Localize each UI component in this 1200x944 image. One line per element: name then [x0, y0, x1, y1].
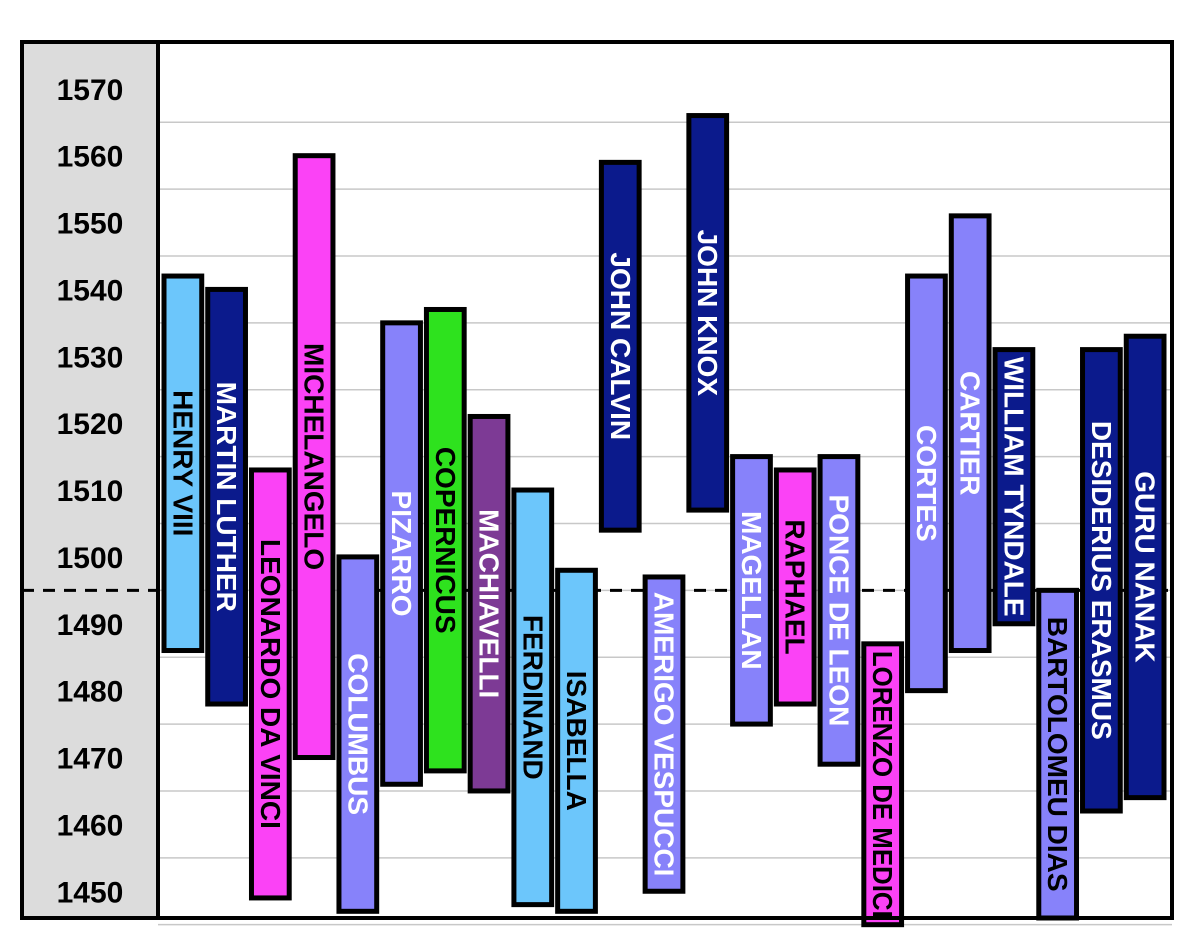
bar-label: MACHIAVELLI: [474, 509, 505, 698]
bar-rect: [686, 113, 730, 513]
bar-columbus: COLUMBUS: [336, 554, 380, 914]
bar-lorenzo-de-medici: LORENZO DE MEDICI: [861, 641, 905, 928]
bar-label: MAGELLAN: [736, 511, 767, 670]
bar-rect: [861, 641, 905, 928]
axis-panel: [22, 42, 158, 918]
year-tick-label: 1460: [57, 809, 124, 842]
bar-rect: [1036, 587, 1080, 921]
bar-label: JOHN KNOX: [692, 230, 723, 397]
bar-rect: [992, 347, 1036, 627]
year-tick-label: 1540: [57, 274, 124, 307]
bar-rect: [423, 306, 467, 774]
bar-label: CORTES: [911, 425, 942, 542]
bar-henry-viii: HENRY VIII: [161, 273, 205, 654]
bar-leonardo-da-vinci: LEONARDO DA VINCI: [248, 467, 292, 901]
bar-label: COLUMBUS: [342, 653, 373, 815]
bar-michelangelo: MICHELANGELO: [292, 153, 336, 761]
bar-rect: [730, 454, 773, 727]
bar-label: WILLIAM TYNDALE: [998, 357, 1029, 617]
bar-machiavelli: MACHIAVELLI: [467, 413, 511, 794]
bar-bartolomeu-dias: BARTOLOMEU DIAS: [1036, 587, 1080, 921]
bar-label: JOHN CALVIN: [605, 252, 636, 440]
year-tick-label: 1500: [57, 542, 124, 575]
bar-label: MARTIN LUTHER: [211, 382, 242, 612]
bar-john-knox: JOHN KNOX: [686, 113, 730, 513]
year-tick-label: 1510: [57, 475, 124, 508]
bar-label: ISABELLA: [561, 671, 592, 811]
bar-raphael: RAPHAEL: [773, 467, 817, 707]
bar-label: COPERNICUS: [430, 447, 461, 634]
bar-label: PONCE DE LEON: [823, 494, 854, 726]
bar-rect: [948, 213, 992, 654]
bar-label: MICHELANGELO: [299, 343, 330, 570]
bar-rect: [336, 554, 380, 914]
bar-label: PIZARRO: [386, 491, 417, 617]
bar-rect: [467, 413, 511, 794]
bar-guru-nanak: GURU NANAK: [1123, 333, 1167, 801]
bar-magellan: MAGELLAN: [730, 454, 773, 727]
year-tick-label: 1490: [57, 609, 124, 642]
bar-label: RAPHAEL: [780, 519, 811, 654]
bar-rect: [598, 159, 642, 533]
bar-john-calvin: JOHN CALVIN: [598, 159, 642, 533]
year-tick-label: 1560: [57, 141, 124, 174]
bar-ferdinand: FERDINAND: [511, 487, 555, 908]
bar-rect: [292, 153, 336, 761]
year-tick-label: 1480: [57, 676, 124, 709]
bar-label: HENRY VIII: [167, 390, 198, 536]
bar-label: CARTIER: [955, 371, 986, 495]
bar-label: FERDINAND: [517, 615, 548, 780]
bar-label: BARTOLOMEU DIAS: [1042, 617, 1073, 892]
bar-label: LEONARDO DA VINCI: [255, 539, 286, 829]
bar-rect: [1123, 333, 1167, 801]
bar-rect: [555, 567, 598, 914]
bar-rect: [205, 286, 248, 707]
bar-rect: [380, 320, 423, 787]
year-tick-label: 1470: [57, 743, 124, 776]
bar-desiderius-erasmus: DESIDERIUS ERASMUS: [1080, 347, 1123, 814]
bar-label: AMERIGO VESPUCCI: [649, 592, 680, 877]
year-tick-label: 1550: [57, 208, 124, 241]
bar-rect: [642, 574, 686, 894]
plot-frame: [20, 40, 1174, 920]
bar-label: GURU NANAK: [1130, 471, 1161, 662]
bar-label: LORENZO DE MEDICI: [867, 651, 898, 918]
bar-isabella: ISABELLA: [555, 567, 598, 914]
bar-rect: [817, 454, 861, 767]
bar-martin-luther: MARTIN LUTHER: [205, 286, 248, 707]
year-ticks: 1570 1560 1550 1540 1530 1520 1510 1500 1490 1480…: [57, 74, 124, 909]
bar-cortes: CORTES: [905, 273, 948, 694]
bar-rect: [773, 467, 817, 707]
bar-ponce-de-leon: PONCE DE LEON: [817, 454, 861, 767]
bar-rect: [161, 273, 205, 654]
year-tick-label: 1520: [57, 408, 124, 441]
bar-rect: [1080, 347, 1123, 814]
year-tick-label: 1530: [57, 341, 124, 374]
bar-cartier: CARTIER: [948, 213, 992, 654]
year-tick-label: 1450: [57, 876, 124, 909]
bar-william-tyndale: WILLIAM TYNDALE: [992, 347, 1036, 627]
bar-rect: [248, 467, 292, 901]
bar-rect: [511, 487, 555, 908]
year-tick-label: 1570: [57, 74, 124, 107]
lifespan-bars: HENRY VIII MARTIN LUTHER LEONARDO DA VINCI…: [161, 113, 1167, 928]
bar-amerigo-vespucci: AMERIGO VESPUCCI: [642, 574, 686, 894]
bar-pizarro: PIZARRO: [380, 320, 423, 787]
bar-copernicus: COPERNICUS: [423, 306, 467, 774]
bar-label: DESIDERIUS ERASMUS: [1086, 421, 1117, 740]
bar-rect: [905, 273, 948, 694]
